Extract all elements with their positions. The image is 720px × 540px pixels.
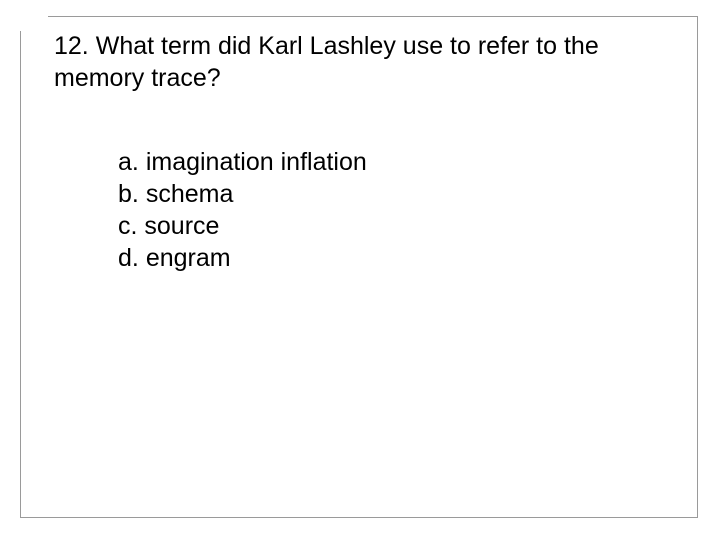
option-letter: b.: [118, 180, 139, 208]
option-d: d. engram: [118, 242, 367, 274]
option-text: imagination inflation: [146, 148, 367, 176]
option-c: c. source: [118, 210, 367, 242]
option-text: schema: [146, 180, 234, 208]
option-letter: c.: [118, 212, 137, 240]
question-number: 12.: [54, 32, 89, 60]
options-list: a. imagination inflation b. schema c. so…: [118, 146, 367, 274]
option-b: b. schema: [118, 178, 367, 210]
option-letter: a.: [118, 148, 139, 176]
option-a: a. imagination inflation: [118, 146, 367, 178]
question-body: What term did Karl Lashley use to refer …: [54, 32, 599, 92]
option-letter: d.: [118, 244, 139, 272]
option-text: engram: [146, 244, 231, 272]
option-text: source: [144, 212, 219, 240]
question-text: 12. What term did Karl Lashley use to re…: [54, 30, 674, 94]
frame-notch: [20, 15, 48, 31]
